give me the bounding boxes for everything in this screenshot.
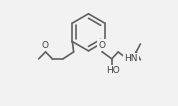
Text: HN: HN (124, 54, 138, 63)
Text: HO: HO (106, 66, 120, 75)
Text: O: O (99, 41, 106, 50)
Text: O: O (41, 41, 49, 50)
